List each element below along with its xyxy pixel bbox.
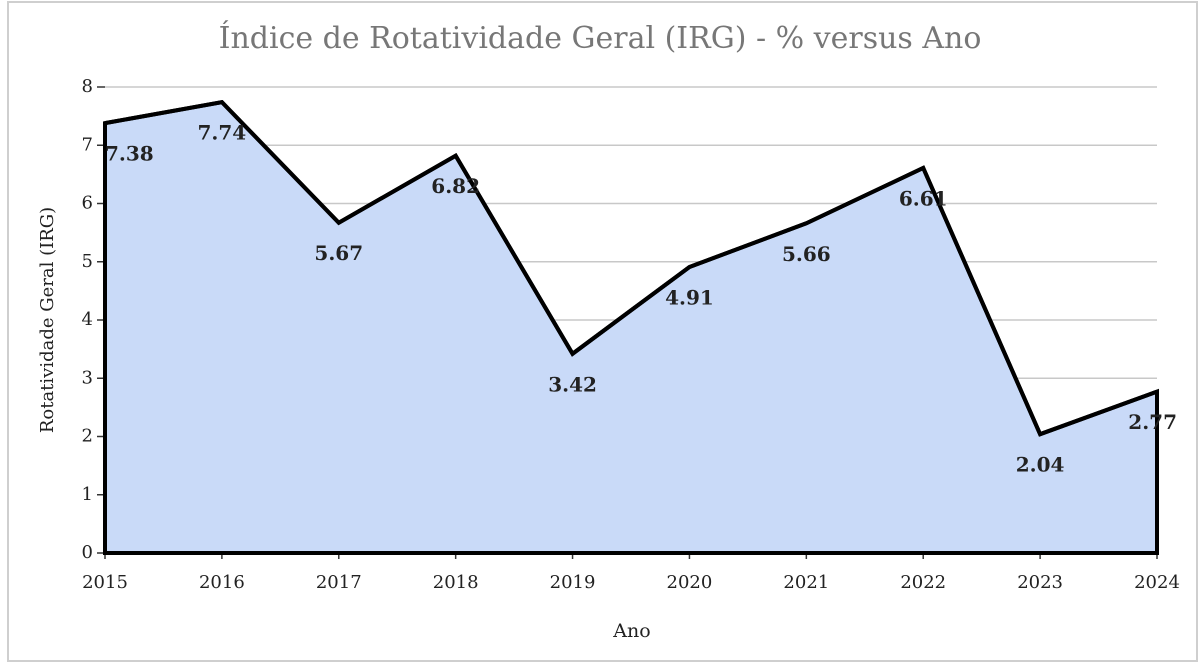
y-tick-label: 7 — [82, 134, 93, 155]
x-tick-label: 2017 — [316, 572, 362, 593]
data-label: 6.82 — [431, 174, 480, 198]
data-label: 7.38 — [105, 142, 154, 166]
x-tick-label: 2015 — [82, 572, 128, 593]
line — [104, 99, 1158, 437]
x-tick-label: 2019 — [550, 572, 596, 593]
data-label: 5.66 — [782, 242, 831, 266]
chart-title: Índice de Rotatividade Geral (IRG) - % v… — [219, 20, 982, 56]
data-label: 6.61 — [899, 186, 948, 210]
data-label: 2.04 — [1016, 453, 1065, 477]
y-tick-label: 5 — [82, 251, 93, 272]
x-tick-label: 2022 — [900, 572, 946, 593]
y-tick-label: 6 — [82, 193, 93, 214]
x-tick-label: 2024 — [1134, 572, 1180, 593]
data-label: 3.42 — [548, 372, 597, 396]
x-tick-label: 2023 — [1017, 572, 1063, 593]
y-tick-label: 3 — [82, 367, 93, 388]
x-tick-label: 2016 — [199, 572, 245, 593]
y-tick-label: 4 — [82, 309, 93, 330]
data-label: 2.77 — [1128, 410, 1177, 434]
x-tick-label: 2018 — [433, 572, 479, 593]
data-label: 5.67 — [314, 241, 363, 265]
y-axis-title: Rotatividade Geral (IRG) — [37, 207, 58, 433]
y-tick-label: 8 — [82, 76, 93, 97]
y-tick-label: 1 — [82, 484, 93, 505]
y-tick-label: 2 — [82, 426, 93, 447]
x-tick-label: 2021 — [783, 572, 829, 593]
data-label: 7.74 — [198, 121, 247, 145]
data-label: 4.91 — [665, 285, 714, 309]
x-tick-label: 2020 — [667, 572, 713, 593]
y-tick-label: 0 — [82, 542, 93, 563]
x-axis-title: Ano — [612, 620, 650, 642]
